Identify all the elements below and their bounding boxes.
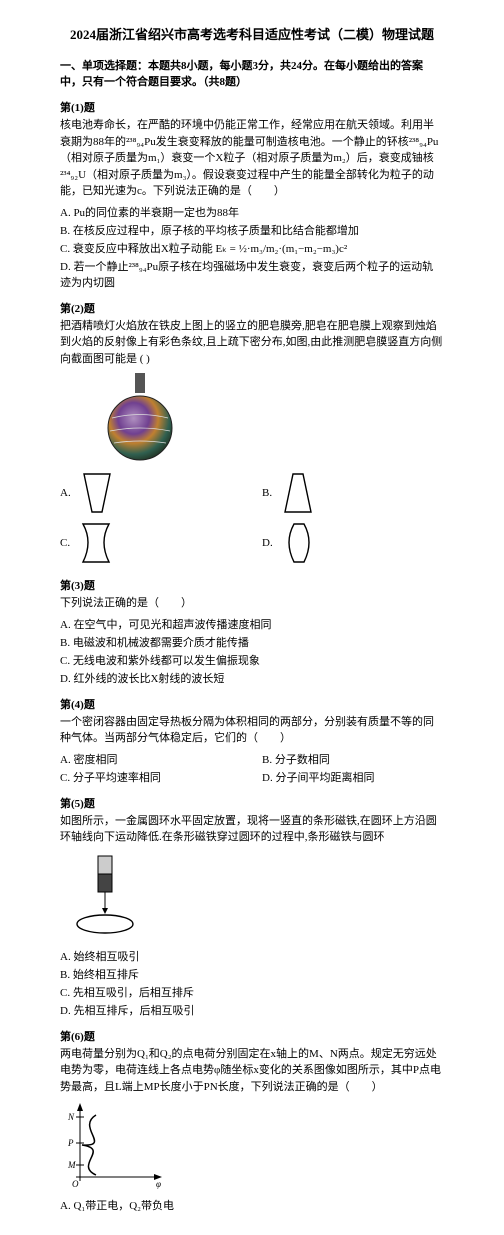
q4-optA: A. 密度相同	[60, 751, 242, 767]
magnet-ring-figure	[70, 852, 140, 942]
q4-options: A. 密度相同 B. 分子数相同 C. 分子平均速率相同 D. 分子间平均距离相…	[60, 751, 444, 785]
q5-optB: B. 始终相互排斥	[60, 966, 444, 982]
q2-optC-shape	[76, 519, 116, 567]
q2-label: 第(2)题	[60, 300, 444, 316]
q3-options: A. 在空气中，可见光和超声波传播速度相同 B. 电磁波和机械波都需要介质才能传…	[60, 616, 444, 686]
q2-optC-label: C.	[60, 537, 70, 549]
q4-label: 第(4)题	[60, 696, 444, 712]
q1-optD: D. 若一个静止²³⁸₉₄Pu原子核在均强磁场中发生衰变，衰变后两个粒子的运动轨…	[60, 258, 444, 290]
q2-optD-shape	[279, 519, 319, 567]
q2-optB-shape	[278, 469, 318, 517]
svg-text:N: N	[67, 1112, 75, 1122]
q2-figure	[100, 373, 444, 463]
q4-optD: D. 分子间平均距离相同	[262, 769, 444, 785]
q4-body: 一个密闭容器由固定导热板分隔为体积相同的两部分，分别装有质量不等的同种气体。当两…	[60, 714, 444, 747]
q3-body: 下列说法正确的是（ ）	[60, 595, 444, 612]
q4-optB: B. 分子数相同	[262, 751, 444, 767]
q6-figure: N P M O φ	[66, 1101, 444, 1191]
q6-body: 两电荷量分别为Q₁和Q₂的点电荷分别固定在x轴上的M、N两点。规定无穷远处电势为…	[60, 1046, 444, 1096]
q6-optA: A. Q₁带正电，Q₂带负电	[60, 1197, 444, 1213]
q5-optC: C. 先相互吸引，后相互排斥	[60, 984, 444, 1000]
q5-options: A. 始终相互吸引 B. 始终相互排斥 C. 先相互吸引，后相互排斥 D. 先相…	[60, 948, 444, 1018]
q3-label: 第(3)题	[60, 577, 444, 593]
svg-text:O: O	[72, 1179, 79, 1189]
soap-film-figure	[100, 373, 180, 463]
q2-optA-shape	[77, 469, 117, 517]
q1-optA: A. Pu的同位素的半衰期一定也为88年	[60, 204, 444, 220]
q2-optB-label: B.	[262, 487, 272, 499]
q3-optC: C. 无线电波和紫外线都可以发生偏振现象	[60, 652, 444, 668]
q3-optD: D. 红外线的波长比X射线的波长短	[60, 670, 444, 686]
q1-body: 核电池寿命长，在严酷的环境中仍能正常工作，经常应用在航天领域。利用半衰期为88年…	[60, 117, 444, 200]
q1-optB: B. 在核反应过程中，原子核的平均核子质量和比结合能都增加	[60, 222, 444, 238]
q1-optC: C. 衰变反应中释放出X粒子动能 Eₖ = ½·m₃/m₂·(m₁−m₂−m₃)…	[60, 240, 444, 256]
q1-options: A. Pu的同位素的半衰期一定也为88年 B. 在核反应过程中，原子核的平均核子…	[60, 204, 444, 290]
potential-curve-figure: N P M O φ	[66, 1101, 166, 1191]
q3-optB: B. 电磁波和机械波都需要介质才能传播	[60, 634, 444, 650]
q5-body: 如图所示，一金属圆环水平固定放置，现将一竖直的条形磁铁,在圆环上方沿圆环轴线向下…	[60, 813, 444, 846]
q2-body: 把酒精喷灯火焰放在铁皮上图上的竖立的肥皂膜旁,肥皂在肥皂膜上观察到烛焰到火焰的反…	[60, 318, 444, 368]
svg-text:P: P	[67, 1138, 74, 1148]
svg-text:M: M	[67, 1160, 76, 1170]
page-title: 2024届浙江省绍兴市高考选考科目适应性考试（二模）物理试题	[60, 24, 444, 43]
svg-text:φ: φ	[156, 1179, 161, 1189]
q5-figure	[70, 852, 444, 942]
q5-optA: A. 始终相互吸引	[60, 948, 444, 964]
q2-optD-label: D.	[262, 537, 273, 549]
q6-options: A. Q₁带正电，Q₂带负电	[60, 1197, 444, 1213]
q3-optA: A. 在空气中，可见光和超声波传播速度相同	[60, 616, 444, 632]
q6-label: 第(6)题	[60, 1028, 444, 1044]
section1-header: 一、单项选择题：本题共8小题，每小题3分，共24分。在每小题给出的答案中，只有一…	[60, 57, 444, 89]
q1-label: 第(1)题	[60, 99, 444, 115]
q4-optC: C. 分子平均速率相同	[60, 769, 242, 785]
q5-optD: D. 先相互排斥，后相互吸引	[60, 1002, 444, 1018]
q2-optA-label: A.	[60, 487, 71, 499]
q2-options: A. B. C. D.	[60, 469, 444, 567]
q5-label: 第(5)题	[60, 795, 444, 811]
